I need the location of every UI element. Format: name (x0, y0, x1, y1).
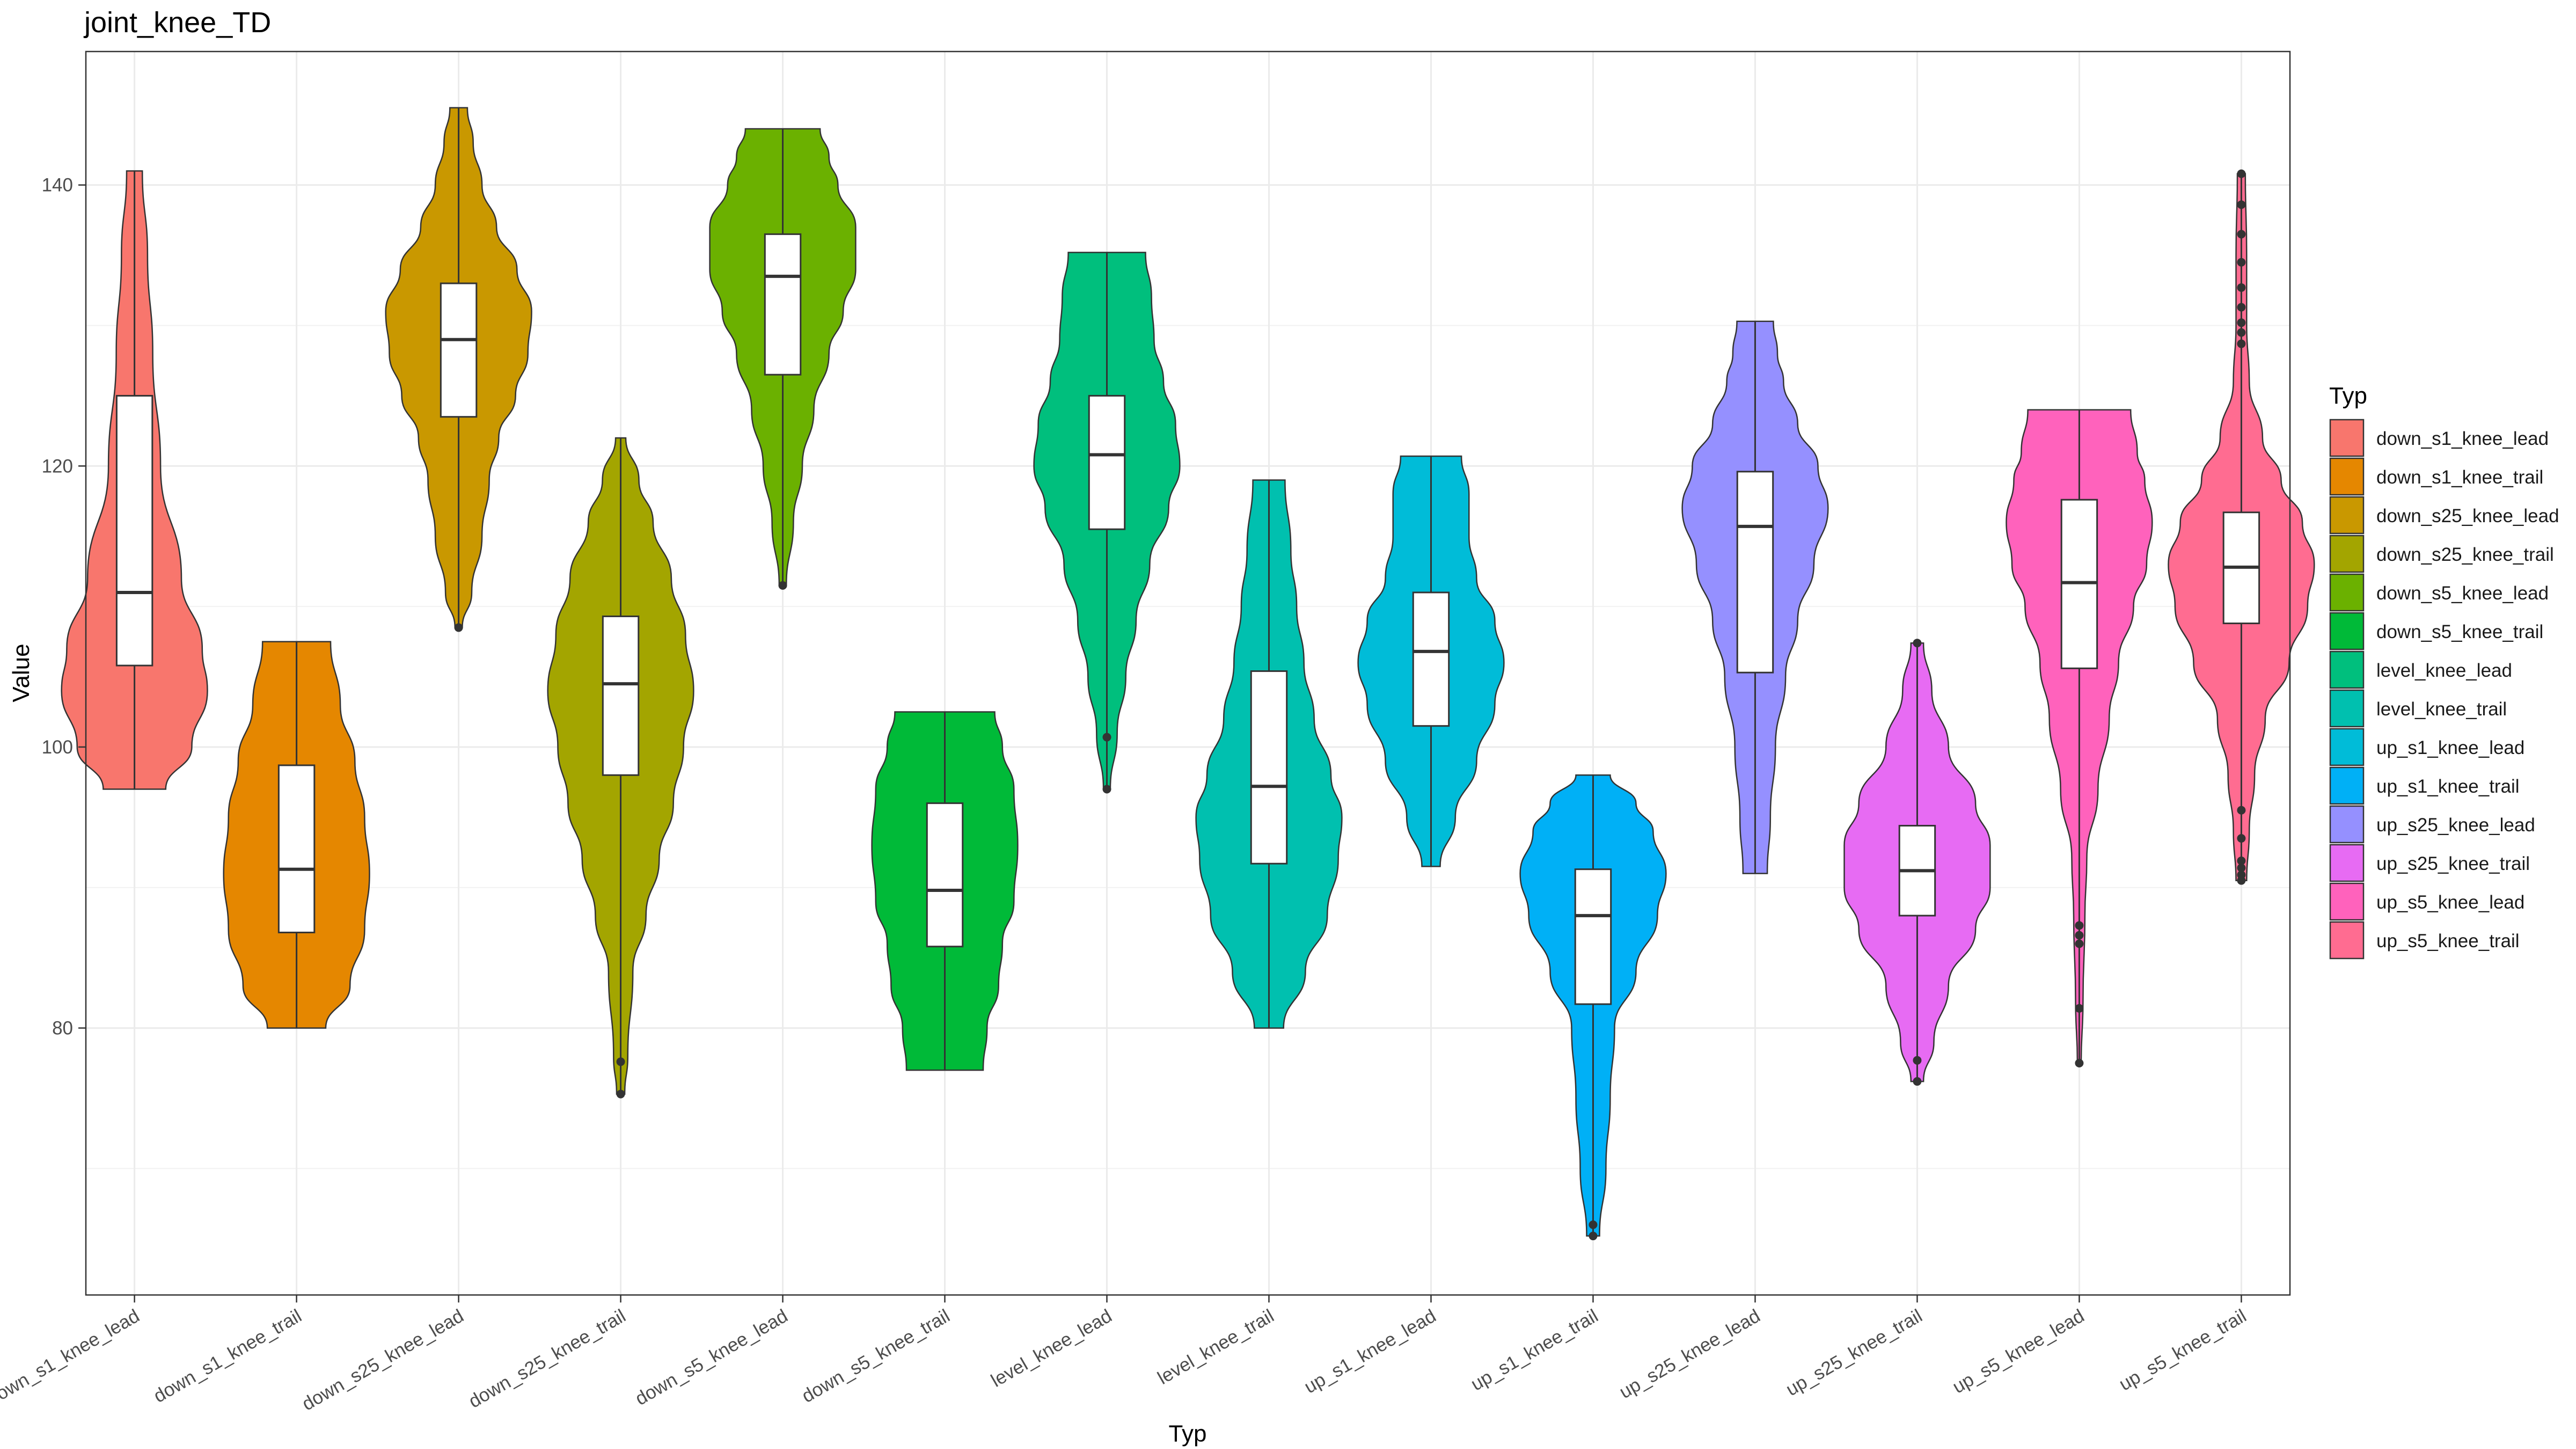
violin-group (1033, 252, 1181, 794)
outlier-point (2237, 806, 2246, 815)
outlier-point (2237, 863, 2246, 873)
box (1736, 471, 1774, 674)
box (1412, 591, 1450, 727)
outlier-point (1102, 733, 1111, 742)
box (926, 802, 964, 948)
legend-title: Typ (2329, 383, 2367, 409)
legend-label: up_s1_knee_lead (2376, 737, 2524, 758)
violin-group (61, 170, 208, 790)
violin-group (385, 107, 532, 632)
legend-label: down_s25_knee_trail (2376, 544, 2554, 565)
outlier-point (2075, 1059, 2084, 1068)
panel-background (86, 52, 2290, 1295)
y-tick-label: 80 (52, 1018, 73, 1039)
legend-label: down_s1_knee_trail (2376, 467, 2543, 488)
legend-key (2329, 573, 2365, 612)
legend-items: down_s1_knee_lead down_s1_knee_trail down_… (2329, 419, 2559, 960)
outlier-point (1913, 1056, 1922, 1065)
outlier-point (454, 623, 463, 632)
box (1088, 394, 1126, 530)
y-tick-label: 120 (42, 456, 73, 477)
outlier-point (2075, 939, 2084, 948)
violin-group (2168, 169, 2315, 885)
outlier-point (2237, 258, 2246, 267)
plot-panel (61, 50, 2315, 1296)
outlier-point (2237, 230, 2246, 239)
box (440, 282, 478, 418)
outlier-point (2237, 200, 2246, 209)
outlier-point (778, 581, 787, 590)
box (764, 233, 802, 376)
legend-key (2329, 612, 2365, 650)
outlier-point (2237, 857, 2246, 866)
legend-label: down_s1_knee_lead (2376, 428, 2549, 449)
chart-title: joint_knee_TD (83, 6, 271, 39)
outlier-point (1589, 1220, 1598, 1230)
legend-label: up_s5_knee_trail (2376, 931, 2520, 952)
outlier-point (2237, 339, 2246, 348)
x-axis-title: Typ (1169, 1421, 1207, 1447)
outlier-point (2237, 328, 2246, 337)
outlier-point (1913, 1077, 1922, 1086)
violin-group (1195, 479, 1343, 1029)
violin-group (1357, 455, 1505, 867)
legend-label: level_knee_lead (2376, 660, 2512, 681)
outlier-point (2237, 169, 2246, 178)
outlier-point (2237, 303, 2246, 312)
violin-group (1843, 639, 1991, 1086)
y-tick-label: 140 (42, 175, 73, 196)
legend-key (2329, 882, 2365, 921)
legend-label: up_s25_knee_lead (2376, 815, 2535, 836)
outlier-point (2237, 283, 2246, 292)
violin-group (871, 711, 1019, 1071)
outlier-point (1913, 639, 1922, 648)
y-axis-title: Value (8, 643, 34, 702)
box (1250, 670, 1288, 865)
legend-key (2329, 535, 2365, 573)
outlier-point (2237, 318, 2246, 327)
violins (61, 107, 2315, 1241)
legend-key (2329, 921, 2365, 960)
box (277, 764, 316, 934)
legend-label: up_s25_knee_trail (2376, 853, 2530, 874)
legend-key (2329, 689, 2365, 728)
legend-label: down_s5_knee_trail (2376, 621, 2543, 642)
legend-key (2329, 766, 2365, 805)
legend-label: down_s5_knee_lead (2376, 583, 2549, 604)
legend-key (2329, 728, 2365, 766)
outlier-point (616, 1089, 625, 1099)
legend-label: up_s1_knee_trail (2376, 776, 2520, 797)
violin-group (1681, 320, 1829, 874)
panel-border (85, 50, 2291, 1296)
outlier-point (2075, 1004, 2084, 1013)
violin-group (2006, 409, 2153, 1068)
box (1574, 868, 1612, 1005)
outlier-point (1102, 785, 1111, 794)
y-tick-label: 100 (42, 737, 73, 758)
legend-key (2329, 496, 2365, 535)
legend-label: up_s5_knee_lead (2376, 892, 2524, 913)
box (115, 394, 153, 667)
outlier-point (2075, 921, 2084, 930)
legend: Typ down_s1_knee_leaddown_s1_knee_traild… (2329, 383, 2559, 960)
outlier-point (616, 1057, 625, 1066)
legend-label: level_knee_trail (2376, 699, 2507, 720)
outlier-point (2237, 870, 2246, 880)
violin-group (223, 641, 370, 1029)
violin-group (547, 437, 694, 1099)
violin-group (709, 128, 857, 590)
outlier-point (2237, 834, 2246, 843)
y-axis: 80 100 120 140 (42, 175, 86, 1039)
legend-label: down_s25_knee_lead (2376, 506, 2559, 526)
outlier-point (1589, 1232, 1598, 1241)
legend-key (2329, 805, 2365, 844)
legend-key (2329, 844, 2365, 882)
legend-key (2329, 650, 2365, 689)
violin-group (1519, 774, 1667, 1241)
box (602, 615, 640, 776)
legend-key (2329, 457, 2365, 496)
legend-key (2329, 419, 2365, 457)
outlier-point (2075, 931, 2084, 940)
